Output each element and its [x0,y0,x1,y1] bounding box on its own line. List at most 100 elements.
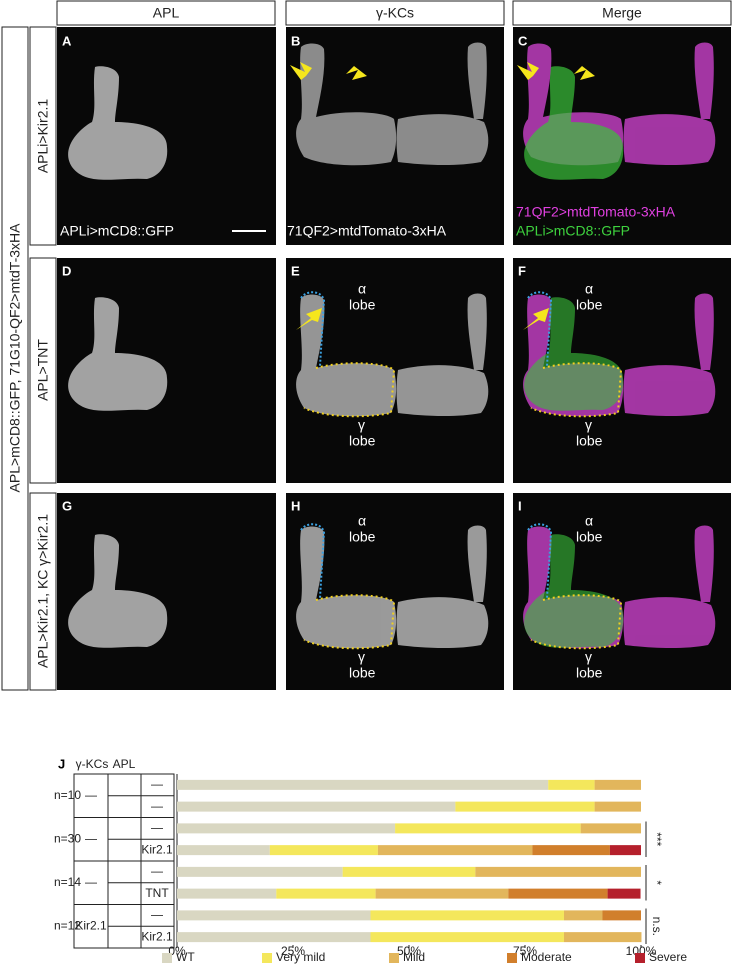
lobe-label: lobe [576,529,603,545]
legend-swatch [635,953,645,963]
bar-segment [602,910,641,921]
lobe-label: lobe [349,529,376,545]
outline [530,362,623,418]
bar-segment [177,845,270,856]
bar-segment [370,910,564,921]
bar-segment [607,888,641,899]
genotype: — [151,864,163,878]
bar-segment [177,779,549,790]
lobe-label: α [585,513,593,529]
genotype: — [85,831,97,845]
genotype: Kir2.1 [141,842,173,856]
headers [1,0,732,691]
bar-segment [609,845,641,856]
row-box [29,26,57,246]
bar-segment [594,779,641,790]
header-box [285,0,505,26]
bar-segment [563,932,642,943]
legend-label: Severe [649,950,687,964]
lobe-label: lobe [349,433,376,449]
group-n: n=30 [54,831,81,845]
bar-segment [269,845,378,856]
column-header: Merge [602,5,642,21]
bar-segment [177,910,371,921]
lobe-label: γ [585,417,592,433]
panel-letter: E [291,263,300,278]
legend-label: WT [176,950,195,964]
side-box [1,26,29,691]
lobe-label: lobe [576,297,603,313]
genotype: — [85,875,97,889]
arrow [346,66,367,80]
bar-segment [563,910,603,921]
legend-label: Mild [403,950,425,964]
side-label: APL>mCD8::GFP, 71G10-QF2>mtdT-3xHA [7,223,23,493]
outline [527,291,553,367]
bar-segment [370,932,564,943]
lobe-label: α [358,513,366,529]
row-label: APL>Kir2.1, KC γ>Kir2.1 [35,514,51,668]
panel-letter: H [291,498,300,513]
x-tick-label: 50% [397,944,421,958]
bar-segment [377,845,533,856]
legend-swatch [262,953,272,963]
header-box [512,0,732,26]
panel-letter: C [518,33,528,48]
bar-segment [455,801,595,812]
outline [300,291,326,367]
table-header: APL [113,757,136,771]
lobe-label: lobe [576,433,603,449]
panel-letter: J [58,756,65,771]
genotype: — [151,799,163,813]
bar-segment [580,823,641,834]
legend-label: Very mild [276,950,325,964]
lobe-label: γ [585,649,592,665]
bar-segment [177,801,456,812]
annotation: 71QF2>mtdTomato-3xHA [516,204,676,220]
genotype: — [85,788,97,802]
lobe-label: α [358,281,366,297]
legend-swatch [389,953,399,963]
column-header: APL [153,5,180,21]
micrograph [286,493,504,690]
outline [300,523,326,599]
lobe-label: α [585,281,593,297]
legend-label: Moderate [521,950,572,964]
arrow [523,308,549,330]
legend-swatch [507,953,517,963]
bar-segment [594,801,641,812]
bar-segment [532,845,610,856]
genotype: — [151,908,163,922]
row-label: APLi>Kir2.1 [35,99,51,174]
annotation: 71QF2>mtdTomato-3xHA [287,223,447,239]
arrow [574,66,595,80]
bar-segment [177,932,371,943]
genotype: — [151,777,163,791]
bar-segment [395,823,581,834]
bar-segment [548,779,595,790]
genotype: — [151,821,163,835]
panel-letter: D [62,263,71,278]
column-header: γ-KCs [376,5,414,21]
bar-segment [177,823,396,834]
significance: *** [650,832,664,846]
lobe-label: γ [358,649,365,665]
genotype: Kir2.1 [75,918,107,932]
lobe-label: lobe [576,665,603,681]
bar-segment [276,888,376,899]
table-header: γ-KCs [76,757,109,771]
bar-segment [508,888,608,899]
panel-letter: I [518,498,522,513]
outline [303,362,396,418]
panel-letter: A [62,33,72,48]
bar-segment [375,888,509,899]
row-box [29,492,57,691]
bar-segment [475,866,641,877]
bar-segment [177,888,277,899]
x-tick-label: 100% [626,944,657,958]
annotation: APLi>mCD8::GFP [60,223,174,239]
panel-letter: G [62,498,72,513]
outline [527,523,553,599]
arrow [290,62,312,80]
